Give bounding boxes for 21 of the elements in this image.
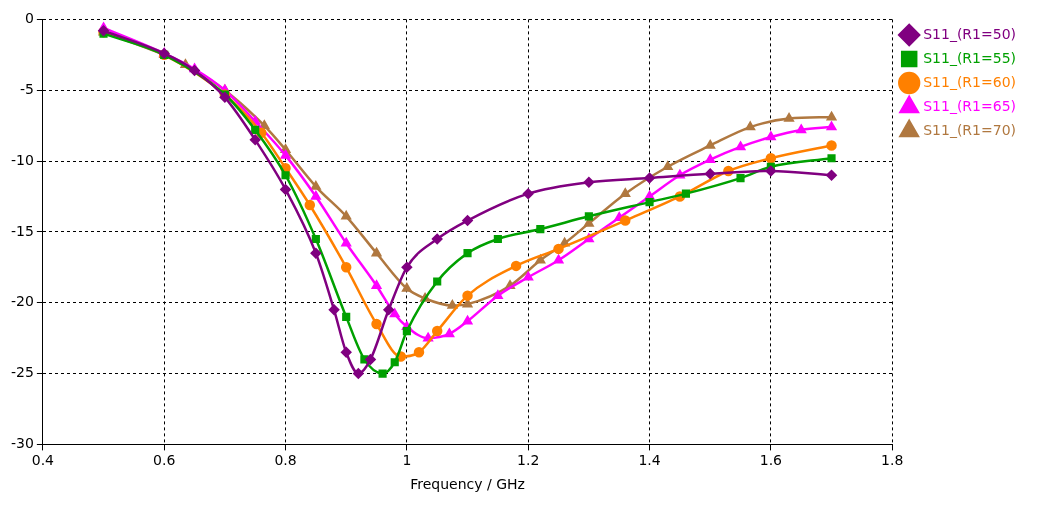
x-tick-label: 1.4 (638, 452, 661, 469)
y-tick-label: -10 (10, 151, 34, 168)
y-tick-label: -25 (10, 364, 34, 381)
legend-label: S11_(R1=55) (923, 49, 1017, 66)
legend-label: S11_(R1=70) (923, 121, 1017, 138)
y-tick-label: 0 (24, 10, 34, 27)
y-tick-label: -20 (10, 293, 34, 310)
x-tick-label: 0.4 (31, 452, 55, 469)
x-axis-title: Frequency / GHz (410, 476, 525, 493)
legend-label: S11_(R1=65) (923, 97, 1017, 114)
x-tick-label: 1.6 (759, 452, 783, 469)
x-tick-label: 1.2 (517, 452, 540, 469)
y-tick-label: -15 (10, 222, 34, 239)
legend-label: S11_(R1=50) (923, 25, 1017, 42)
x-tick-label: 0.8 (274, 452, 297, 469)
y-tick-label: -30 (10, 435, 34, 452)
x-tick-label: 1.8 (881, 452, 904, 469)
legend-label: S11_(R1=60) (923, 73, 1017, 90)
x-tick-label: 0.6 (153, 452, 176, 469)
y-tick-label: -5 (19, 80, 34, 97)
x-tick-label: 1 (402, 452, 412, 469)
